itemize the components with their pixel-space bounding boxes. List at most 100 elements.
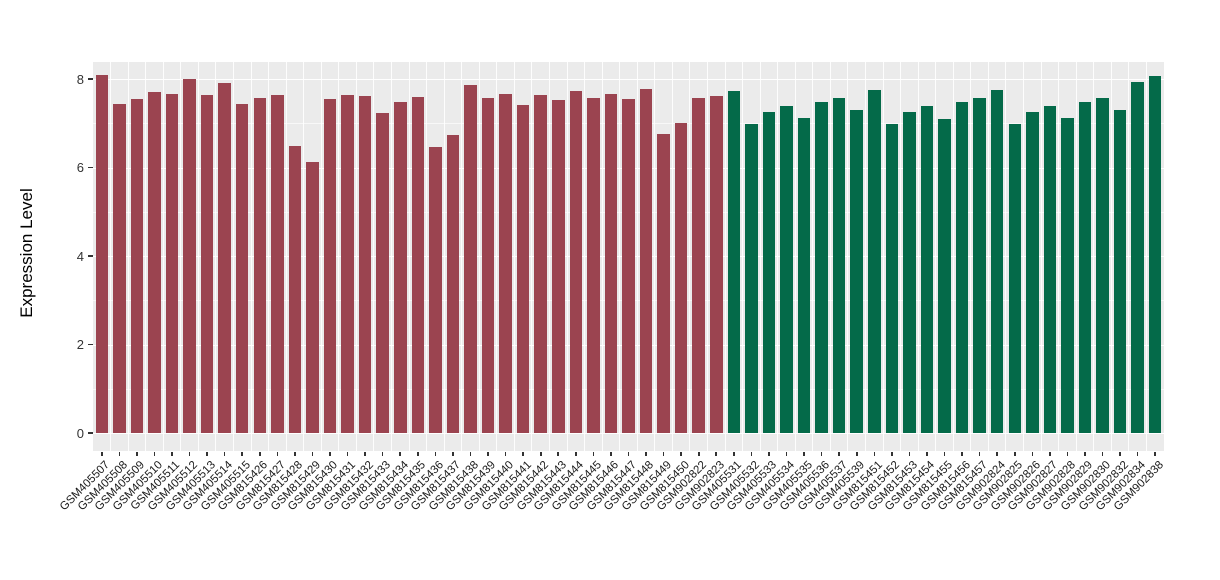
- y-axis-title: Expression Level: [17, 187, 36, 318]
- x-tick-mark: [417, 452, 419, 456]
- vertical-gridline: [461, 62, 463, 451]
- x-tick-mark: [522, 452, 524, 456]
- vertical-gridline: [162, 62, 164, 451]
- bar-GSM815427: [271, 95, 284, 433]
- major-gridline: [93, 433, 1164, 434]
- vertical-gridline: [548, 62, 550, 451]
- bar-GSM405539: [850, 109, 863, 433]
- vertical-gridline: [1075, 62, 1077, 451]
- bar-GSM815457: [973, 97, 986, 433]
- x-tick-mark: [627, 452, 630, 456]
- x-tick-mark: [943, 452, 946, 456]
- x-tick-mark: [873, 452, 876, 456]
- vertical-gridline: [847, 62, 849, 451]
- x-tick-mark: [557, 452, 560, 456]
- bar-GSM902826: [1026, 111, 1039, 433]
- vertical-gridline: [689, 62, 691, 451]
- bar-GSM405510: [148, 91, 161, 433]
- x-tick-mark: [1119, 452, 1121, 456]
- vertical-gridline: [601, 62, 603, 451]
- bar-GSM815451: [868, 90, 881, 433]
- bar-GSM902838: [1148, 75, 1162, 433]
- vertical-gridline: [215, 62, 217, 451]
- bar-GSM815452: [885, 124, 899, 433]
- x-tick-mark: [996, 452, 998, 456]
- bar-GSM815430: [323, 99, 337, 433]
- bar-GSM815426: [253, 98, 267, 433]
- vertical-gridline: [952, 62, 954, 451]
- bar-GSM815434: [394, 102, 407, 433]
- bar-GSM405535: [797, 117, 811, 433]
- x-tick-mark: [1031, 452, 1034, 456]
- bar-GSM815441: [516, 104, 530, 433]
- x-tick-mark: [891, 452, 893, 456]
- bar-GSM815456: [955, 102, 969, 433]
- vertical-gridline: [917, 62, 919, 451]
- bar-GSM405514: [218, 82, 231, 433]
- x-tick-mark: [750, 452, 753, 456]
- x-tick-mark: [452, 452, 454, 456]
- vertical-gridline: [285, 62, 287, 451]
- vertical-gridline: [426, 62, 428, 451]
- bar-GSM815438: [464, 84, 477, 433]
- vertical-gridline: [338, 62, 340, 451]
- x-tick-mark: [276, 452, 279, 456]
- vertical-gridline: [390, 62, 392, 451]
- x-tick-mark: [785, 452, 788, 456]
- bar-GSM902824: [990, 90, 1004, 433]
- vertical-gridline: [373, 62, 375, 451]
- bar-GSM902822: [692, 97, 705, 433]
- bar-GSM815442: [534, 94, 547, 433]
- x-tick-mark: [153, 452, 156, 456]
- vertical-gridline: [1005, 62, 1007, 451]
- vertical-gridline: [794, 62, 796, 451]
- bar-GSM815449: [657, 133, 670, 433]
- vertical-gridline: [180, 62, 182, 451]
- bar-GSM405508: [113, 104, 126, 433]
- bar-GSM405536: [815, 102, 828, 433]
- bar-GSM902832: [1113, 109, 1127, 433]
- bar-GSM405513: [200, 95, 214, 433]
- vertical-gridline: [232, 62, 234, 451]
- vertical-gridline: [250, 62, 252, 451]
- x-tick-mark: [469, 452, 472, 456]
- vertical-gridline: [619, 62, 621, 451]
- bar-GSM815455: [938, 118, 951, 433]
- x-tick-mark: [855, 452, 858, 456]
- bar-GSM902823: [710, 95, 723, 433]
- bar-GSM405509: [130, 98, 144, 433]
- plot-panel: [93, 62, 1164, 451]
- bar-GSM405515: [235, 103, 249, 433]
- x-tick-mark: [188, 452, 191, 456]
- vertical-gridline: [742, 62, 744, 451]
- x-tick-mark: [1154, 452, 1156, 456]
- x-tick-mark: [399, 452, 402, 456]
- x-tick-mark: [434, 452, 437, 456]
- vertical-gridline: [566, 62, 568, 451]
- vertical-gridline: [496, 62, 498, 451]
- bar-GSM815432: [358, 96, 372, 433]
- vertical-gridline: [1023, 62, 1025, 451]
- vertical-gridline: [777, 62, 779, 451]
- vertical-gridline: [707, 62, 708, 451]
- x-tick-mark: [820, 452, 823, 456]
- bar-GSM815453: [903, 111, 916, 433]
- vertical-gridline: [408, 62, 410, 451]
- vertical-gridline: [654, 62, 656, 451]
- x-tick-mark: [908, 452, 911, 456]
- x-tick-mark: [1101, 452, 1104, 456]
- bar-GSM815444: [569, 91, 583, 433]
- bar-GSM902830: [1096, 98, 1109, 433]
- y-tick-label: 6: [76, 160, 84, 175]
- vertical-gridline: [1040, 62, 1042, 451]
- vertical-gridline: [882, 62, 884, 451]
- bar-GSM405533: [762, 111, 776, 433]
- vertical-gridline: [145, 62, 147, 451]
- vertical-gridline: [1110, 62, 1112, 451]
- vertical-gridline: [636, 62, 638, 451]
- vertical-gridline: [900, 62, 902, 451]
- bar-GSM815431: [341, 94, 354, 433]
- x-tick-mark: [364, 452, 366, 456]
- bar-GSM815448: [639, 89, 653, 433]
